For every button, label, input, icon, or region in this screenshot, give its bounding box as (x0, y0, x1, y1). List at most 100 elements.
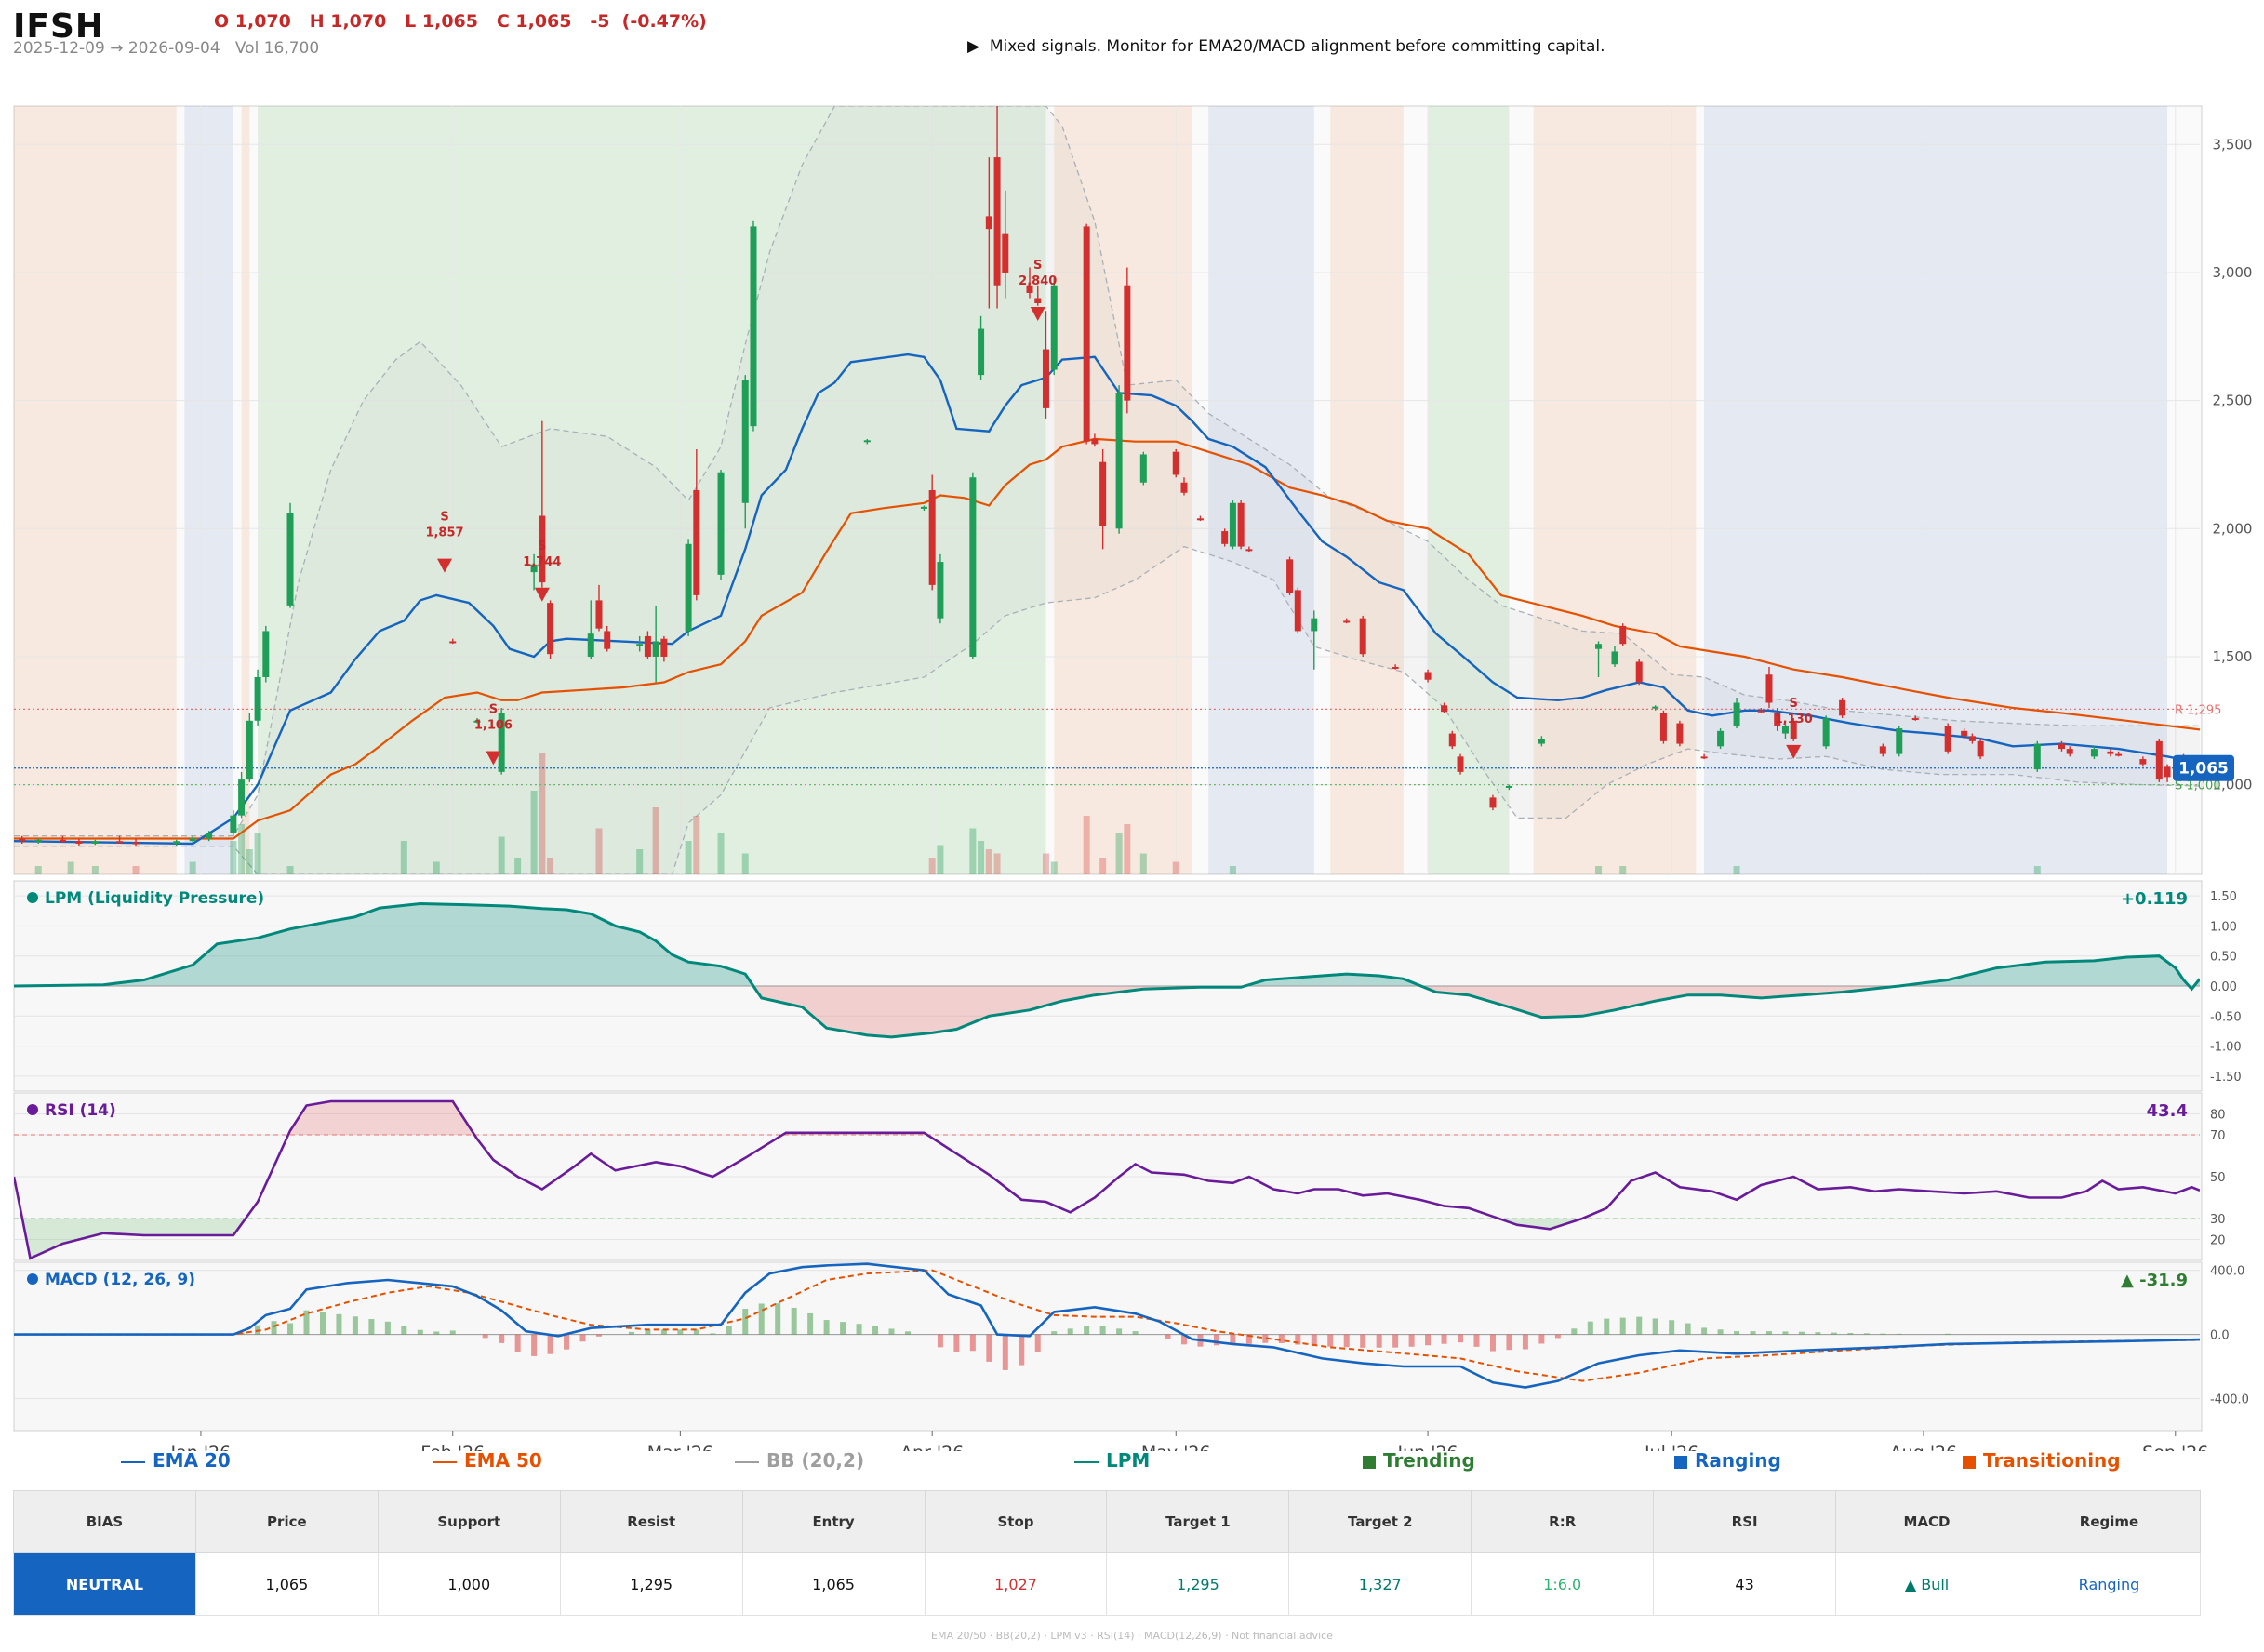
table-cell: 1,000 (377, 1552, 561, 1616)
candle (1221, 528, 1229, 547)
legend-label: Ranging (1695, 1449, 1781, 1472)
volume-bar (498, 836, 505, 874)
footer-note: EMA 20/50 · BB(20,2) · LPM v3 · RSI(14) … (931, 1630, 1333, 1642)
candle (1042, 311, 1049, 419)
macd-histogram-bar (1765, 1331, 1772, 1335)
legend-label: BB (20,2) (766, 1449, 865, 1472)
candle (2115, 751, 2123, 757)
macd-histogram-bar (1311, 1334, 1317, 1347)
legend-label: EMA 20 (153, 1449, 231, 1472)
lpm-last-value: +0.119 (2121, 889, 2188, 909)
candle (1180, 477, 1188, 496)
candle-body (449, 641, 457, 644)
macd-histogram-bar (677, 1329, 684, 1335)
candle-body (1237, 502, 1245, 547)
candle (75, 838, 83, 846)
candle (1050, 277, 1058, 376)
candle-body (937, 562, 944, 619)
candle-body (1392, 666, 1399, 669)
candle (539, 420, 546, 588)
macd-histogram-bar (1019, 1334, 1025, 1366)
macd-histogram-bar (579, 1334, 586, 1342)
macd-histogram-bar (1522, 1334, 1528, 1350)
candle (1538, 736, 1545, 747)
macd-histogram-bar (710, 1333, 716, 1335)
candle (530, 553, 538, 591)
candle-body (1343, 620, 1351, 623)
candle-body (1968, 736, 1976, 741)
candle-body (116, 841, 124, 844)
x-tick-label: Jun '26 (1397, 1443, 1458, 1451)
rsi-title: RSI (14) (45, 1101, 116, 1120)
candle-body (1489, 797, 1497, 808)
candle-body (1822, 718, 1830, 747)
candle (1245, 546, 1253, 553)
legend-swatch (1963, 1455, 1976, 1469)
candle-body (1139, 454, 1147, 483)
macd-histogram-bar (482, 1334, 488, 1339)
candle (547, 600, 554, 659)
signal-label: S (1033, 259, 1042, 273)
macd-histogram-bar (255, 1325, 261, 1335)
table-header-cell: Support (377, 1490, 561, 1553)
macd-histogram-bar (1750, 1331, 1756, 1335)
macd-histogram-bar (1571, 1328, 1578, 1335)
macd-histogram-bar (888, 1328, 895, 1335)
candle-body (1359, 618, 1366, 655)
candle-body (254, 676, 261, 721)
candle-body (1457, 756, 1464, 772)
volume-bar (67, 861, 74, 874)
macd-histogram-bar (1278, 1334, 1285, 1343)
candle-body (132, 842, 140, 845)
volume-bar (937, 845, 944, 874)
candle-body (1676, 723, 1684, 744)
price-tick-label: 3,000 (2213, 264, 2253, 281)
candle (969, 472, 977, 659)
candle-body (59, 839, 66, 842)
lpm-title-dot (27, 892, 38, 903)
lpm-panel: 1.50 1.00 0.50 0.00 -0.50 -1.00 -1.50 LPM (Liqu… (13, 880, 2242, 1092)
macd-histogram-bar (1099, 1326, 1106, 1335)
candle-body (2107, 751, 2114, 754)
rsi-title-dot (27, 1104, 38, 1115)
macd-histogram-bar (1295, 1334, 1301, 1345)
macd-histogram-bar (287, 1323, 294, 1335)
table-cell: ▲ Bull (1835, 1552, 2018, 1616)
lpm-line (14, 901, 2200, 1039)
table-header-cell: Target 1 (1106, 1490, 1290, 1553)
candle (685, 539, 692, 636)
candle-body (75, 841, 83, 844)
legend-swatch (1363, 1455, 1376, 1469)
volume-bar (238, 824, 246, 874)
volume-bar (969, 828, 977, 874)
volume-bar (286, 866, 294, 874)
macd-histogram-bar (758, 1303, 765, 1335)
macd-histogram-bar (1067, 1328, 1073, 1335)
candle-body (1034, 298, 1042, 304)
macd-histogram-bar (840, 1322, 846, 1335)
macd-histogram-bar (1116, 1328, 1123, 1335)
resistance-label: R 1,295 (2175, 703, 2221, 717)
signal-value: 1,130 (1775, 713, 1813, 726)
macd-histogram-bar (1831, 1332, 1837, 1335)
ohlc-readout: O 1,070 H 1,070 L 1,065 C 1,065 -5 (-0.4… (214, 11, 707, 32)
candle-body (1944, 726, 1951, 752)
candle-body (1002, 233, 1009, 273)
candle (59, 835, 66, 843)
support-label: S 1,000 (2175, 779, 2221, 793)
candle (1968, 733, 1976, 744)
candle (2058, 740, 2065, 752)
macd-histogram-bar (1360, 1334, 1366, 1348)
bias-badge: NEUTRAL (13, 1552, 196, 1616)
candle (1595, 641, 1603, 677)
candle-body (644, 635, 651, 657)
candle (286, 502, 294, 608)
legend-item-transitioning: Transitioning (1963, 1449, 2121, 1472)
candle-body (993, 157, 1001, 286)
legend-item-lpm: LPM (1074, 1449, 1150, 1472)
signal-value: 1,744 (523, 555, 561, 569)
candle (206, 831, 213, 842)
macd-histogram-bar (1245, 1334, 1252, 1344)
volume-bar (230, 841, 237, 874)
